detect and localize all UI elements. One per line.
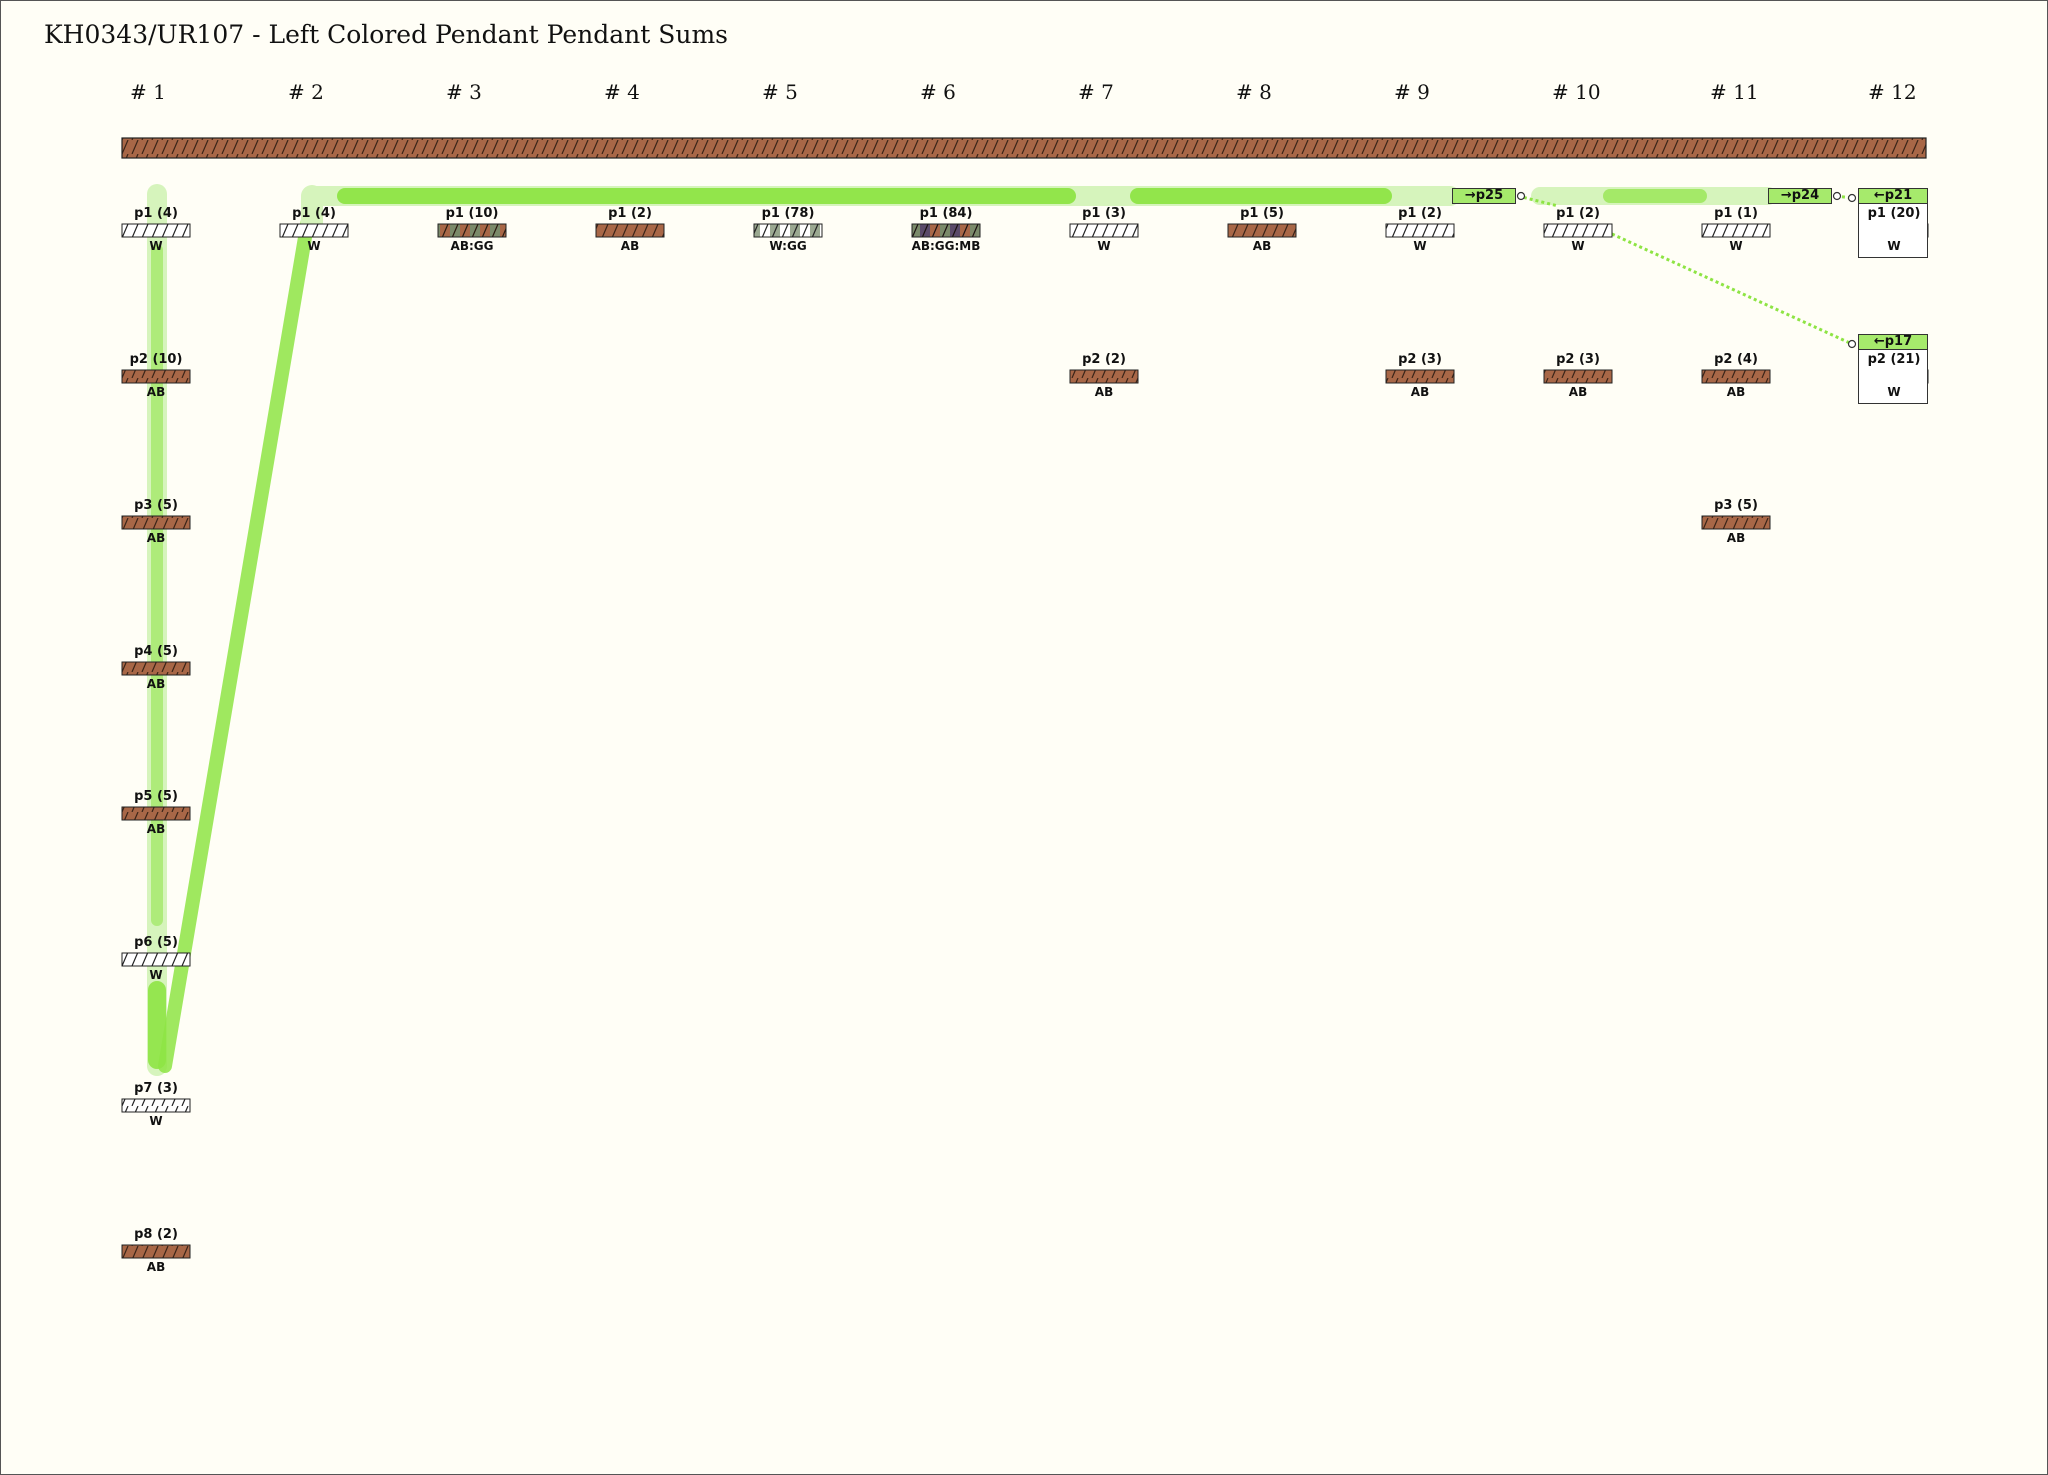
pendant-cord [121, 661, 191, 676]
cord-label: p1 (4) [292, 206, 336, 221]
pendant-cord [121, 1244, 191, 1259]
column-header: # 1 [130, 80, 166, 104]
cord-label: p1 (1) [1714, 206, 1758, 221]
pendant-cord [121, 515, 191, 530]
color-code: W [307, 239, 321, 253]
sum-tag-dot [1832, 191, 1842, 201]
pendant-cord [1385, 223, 1455, 238]
color-code: AB [620, 239, 640, 253]
cord-label: p2 (3) [1556, 352, 1600, 367]
cord-label: p1 (2) [1398, 206, 1442, 221]
page-title: KH0343/UR107 - Left Colored Pendant Pend… [44, 20, 728, 49]
pendant-cord [1069, 223, 1139, 238]
color-code: AB [1726, 385, 1746, 399]
column-header: # 2 [288, 80, 324, 104]
column-header: # 10 [1552, 80, 1601, 104]
color-code: AB [146, 385, 166, 399]
column-header: # 3 [446, 80, 482, 104]
pendant-cord [1543, 369, 1613, 384]
cord-label: p7 (3) [134, 1081, 178, 1096]
cord-label: p1 (84) [919, 206, 973, 221]
pendant-cord [1701, 369, 1771, 384]
color-code: W [1729, 239, 1743, 253]
color-code: AB [1568, 385, 1588, 399]
cord-label: p1 (2) [608, 206, 652, 221]
column-header: # 5 [762, 80, 798, 104]
column-header: # 4 [604, 80, 640, 104]
cord-label: p2 (21) [1867, 352, 1921, 367]
color-code: AB [146, 677, 166, 691]
color-code: W [149, 968, 163, 982]
pendant-cord [1069, 369, 1139, 384]
pendant-cord [1543, 223, 1613, 238]
cord-label: p3 (5) [134, 498, 178, 513]
cord-label: p3 (5) [1714, 498, 1758, 513]
pendant-cord [121, 1098, 191, 1113]
color-code: AB [146, 1260, 166, 1274]
sum-target-dot [1847, 339, 1857, 349]
column-header: # 7 [1078, 80, 1114, 104]
cord-label: p2 (3) [1398, 352, 1442, 367]
column-header: # 11 [1710, 80, 1759, 104]
column-header: # 9 [1394, 80, 1430, 104]
color-code: W [1887, 239, 1901, 253]
color-code: AB:GG [450, 239, 494, 253]
color-code: AB [1410, 385, 1430, 399]
sum-target-dot [1847, 193, 1857, 203]
sum-tag-dot [1516, 191, 1526, 201]
cord-label: p5 (5) [134, 789, 178, 804]
cord-label: p1 (3) [1082, 206, 1126, 221]
pendant-cord [1227, 223, 1297, 238]
cord-label: p2 (2) [1082, 352, 1126, 367]
sum-link-p17 [1611, 232, 1853, 346]
pendant-cord [121, 369, 191, 384]
sum-source-tag: ←p21 [1858, 188, 1928, 204]
sum-band-diagonal [158, 189, 319, 1073]
sum-source-tag: ←p17 [1858, 334, 1928, 350]
cord-label: p1 (2) [1556, 206, 1600, 221]
cord-label: p2 (4) [1714, 352, 1758, 367]
pendant-cord [1385, 369, 1455, 384]
color-code: AB [1094, 385, 1114, 399]
cord-label: p4 (5) [134, 644, 178, 659]
sum-tag: →p24 [1768, 188, 1832, 204]
color-code: AB [146, 822, 166, 836]
pendant-cord [911, 223, 981, 238]
color-code: W [1887, 385, 1901, 399]
pendant-cord [437, 223, 507, 238]
color-code: W [1097, 239, 1111, 253]
sum-tag: →p25 [1452, 188, 1516, 204]
column-header: # 8 [1236, 80, 1272, 104]
cord-label: p1 (20) [1867, 206, 1921, 221]
pendant-cord [279, 223, 349, 238]
pendant-cord [1701, 223, 1771, 238]
color-code: AB [1726, 531, 1746, 545]
color-code: W [149, 239, 163, 253]
pendant-cord [121, 806, 191, 821]
column-header: # 6 [920, 80, 956, 104]
color-code: AB [1252, 239, 1272, 253]
color-code: W [1413, 239, 1427, 253]
cord-label: p2 (10) [129, 352, 183, 367]
pendant-cord [121, 952, 191, 967]
cord-label: p1 (4) [134, 206, 178, 221]
pendant-cord [753, 223, 823, 238]
cord-label: p6 (5) [134, 935, 178, 950]
color-code: AB:GG:MB [911, 239, 981, 253]
cord-label: p1 (78) [761, 206, 815, 221]
cord-label: p1 (10) [445, 206, 499, 221]
color-code: W:GG [769, 239, 807, 253]
cord-label: p8 (2) [134, 1227, 178, 1242]
color-code: W [149, 1114, 163, 1128]
primary-cord [121, 137, 1927, 159]
color-code: W [1571, 239, 1585, 253]
pendant-cord [121, 223, 191, 238]
color-code: AB [146, 531, 166, 545]
pendant-cord [1701, 515, 1771, 530]
column-header: # 12 [1868, 80, 1917, 104]
cord-label: p1 (5) [1240, 206, 1284, 221]
pendant-cord [595, 223, 665, 238]
